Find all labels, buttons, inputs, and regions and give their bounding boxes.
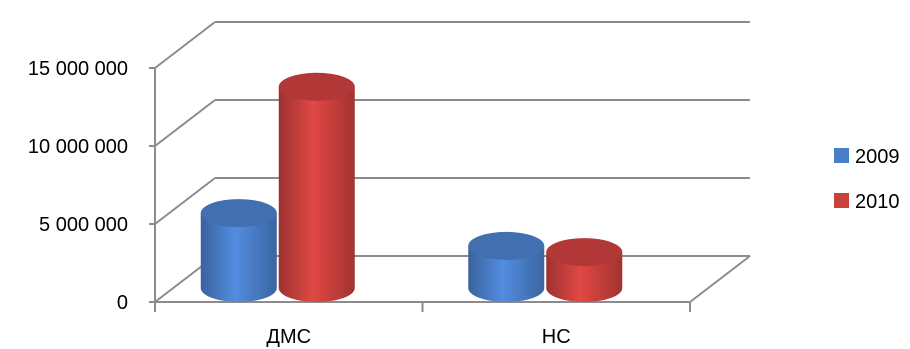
floor-right-edge bbox=[689, 255, 751, 303]
legend-label: 2010 bbox=[855, 191, 900, 213]
x-axis-ticks: ДМС НС bbox=[154, 302, 691, 348]
gridline-side bbox=[154, 99, 216, 147]
bar-2010-ДМС bbox=[278, 72, 355, 303]
bar-top bbox=[200, 199, 277, 228]
y-axis-ticks: 0 5 000 000 10 000 000 15 000 000 bbox=[28, 58, 155, 314]
bars bbox=[200, 72, 623, 303]
y-tick-label: 10 000 000 bbox=[28, 136, 128, 158]
legend-swatch bbox=[834, 148, 849, 163]
y-tick-label: 15 000 000 bbox=[28, 58, 128, 80]
legend-label: 2009 bbox=[855, 146, 900, 168]
legend: 2009 2010 bbox=[834, 146, 900, 213]
bar-body bbox=[200, 213, 277, 303]
bar-2009-НС bbox=[468, 231, 545, 303]
bar-top bbox=[546, 238, 623, 267]
bar-body bbox=[546, 252, 623, 303]
bar-top bbox=[468, 231, 545, 260]
bar-top bbox=[278, 72, 355, 101]
legend-swatch bbox=[834, 193, 849, 208]
y-tick-label: 5 000 000 bbox=[39, 214, 128, 236]
x-tick-label: ДМС bbox=[266, 326, 311, 348]
gridline-side bbox=[154, 177, 216, 225]
bar-body bbox=[278, 86, 355, 303]
bar-2010-НС bbox=[546, 238, 623, 303]
bar-body bbox=[468, 245, 545, 303]
bar-2009-ДМС bbox=[200, 199, 277, 303]
x-tick-label: НС bbox=[542, 326, 571, 348]
gridline-side bbox=[154, 21, 216, 69]
y-tick-label: 0 bbox=[117, 292, 128, 314]
